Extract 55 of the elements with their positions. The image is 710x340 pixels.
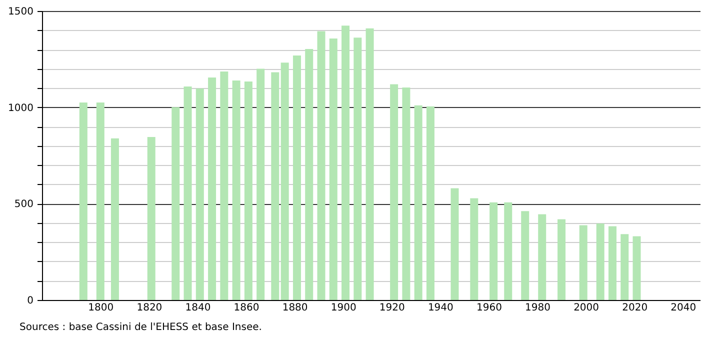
bar: [366, 28, 374, 300]
source-note: Sources : base Cassini de l'EHESS et base Insee.: [20, 322, 262, 333]
bar: [184, 86, 192, 300]
bar: [96, 102, 104, 300]
bar: [504, 202, 512, 300]
bar: [342, 26, 350, 300]
x-tick-label: 1840: [185, 302, 211, 314]
x-tick-label: 1800: [88, 302, 114, 314]
x-tick-label: 1980: [525, 302, 550, 314]
x-tick-label: 1880: [282, 302, 308, 314]
y-tick-label: 500: [14, 199, 34, 210]
y-tick-label: 1500: [8, 6, 34, 18]
bar: [608, 226, 616, 300]
bar: [558, 219, 566, 300]
bar: [305, 48, 314, 300]
bar: [196, 88, 204, 300]
bar: [620, 234, 629, 300]
bar: [596, 224, 604, 300]
bar: [390, 84, 398, 300]
bar: [470, 198, 478, 300]
y-tick-label: 0: [27, 296, 34, 306]
y-tick-label: 1000: [8, 102, 34, 114]
bar: [244, 82, 252, 300]
x-tick-label: 1940: [428, 302, 454, 314]
bar: [220, 71, 228, 300]
bar: [232, 80, 240, 300]
x-tick-label: 2040: [670, 302, 696, 314]
bar: [292, 56, 301, 300]
bar: [414, 105, 422, 300]
x-tick-label: 2020: [622, 302, 648, 314]
bar: [538, 214, 546, 300]
bar: [632, 236, 641, 300]
bar: [426, 106, 434, 300]
bar: [271, 72, 280, 300]
x-tick-label: 1900: [330, 302, 356, 314]
x-tick-label: 1820: [136, 302, 162, 314]
bar: [256, 68, 265, 300]
bar: [490, 202, 498, 300]
bar: [147, 137, 156, 300]
bar: [79, 102, 88, 300]
x-tick-label: 1860: [234, 302, 260, 314]
x-tick-label: 2000: [574, 302, 600, 314]
bar: [208, 77, 216, 300]
bar: [521, 211, 530, 300]
x-tick-label: 1960: [476, 302, 502, 314]
bar: [579, 225, 588, 300]
bar: [402, 87, 410, 300]
bar: [172, 107, 180, 300]
bar: [329, 38, 338, 300]
bar: [280, 62, 289, 300]
x-tick-label: 1920: [379, 302, 405, 314]
bar: [354, 38, 362, 300]
bar: [110, 138, 119, 300]
bar: [450, 188, 459, 300]
bar: [317, 31, 326, 300]
